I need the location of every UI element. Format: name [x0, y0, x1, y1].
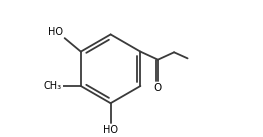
Text: CH₃: CH₃ — [43, 81, 61, 91]
Text: HO: HO — [48, 27, 63, 37]
Text: HO: HO — [103, 125, 118, 135]
Text: O: O — [154, 83, 162, 93]
